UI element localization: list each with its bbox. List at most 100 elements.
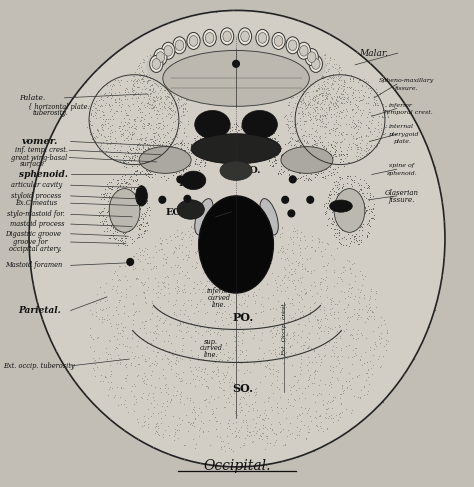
- Point: [161, 65, 169, 73]
- Point: [320, 85, 328, 93]
- Point: [312, 414, 319, 422]
- Point: [117, 139, 124, 147]
- Text: line.: line.: [204, 351, 218, 359]
- Point: [163, 94, 171, 102]
- Point: [293, 136, 301, 144]
- Point: [105, 184, 113, 191]
- Point: [157, 408, 164, 416]
- Point: [210, 127, 218, 134]
- Point: [363, 207, 370, 215]
- Point: [317, 274, 325, 282]
- Point: [110, 195, 118, 203]
- Point: [322, 199, 329, 206]
- Point: [310, 104, 317, 112]
- Point: [333, 183, 340, 190]
- Point: [254, 125, 261, 133]
- Point: [201, 139, 208, 147]
- Point: [123, 178, 130, 186]
- Point: [227, 296, 235, 304]
- Point: [100, 220, 107, 228]
- Point: [143, 99, 151, 107]
- Point: [141, 293, 149, 301]
- Point: [356, 76, 363, 84]
- Point: [288, 295, 296, 303]
- Point: [312, 50, 319, 57]
- Point: [229, 142, 237, 150]
- Circle shape: [282, 196, 289, 203]
- Point: [322, 148, 330, 156]
- Point: [221, 139, 229, 147]
- Point: [218, 247, 225, 255]
- Point: [204, 427, 212, 435]
- Point: [172, 125, 179, 133]
- Point: [217, 437, 225, 445]
- Point: [333, 108, 341, 115]
- Point: [271, 314, 278, 322]
- Point: [329, 101, 337, 109]
- Point: [146, 253, 153, 261]
- Point: [144, 119, 152, 127]
- Point: [370, 315, 378, 323]
- Point: [212, 300, 220, 307]
- Point: [342, 203, 350, 211]
- Point: [116, 223, 124, 231]
- Point: [383, 329, 391, 337]
- Point: [166, 68, 174, 75]
- Point: [308, 379, 316, 387]
- Point: [181, 84, 189, 92]
- Point: [302, 139, 310, 147]
- Point: [199, 141, 207, 149]
- Point: [210, 257, 217, 264]
- Point: [162, 141, 170, 149]
- Point: [360, 75, 368, 83]
- Point: [255, 273, 262, 281]
- Point: [112, 303, 120, 311]
- Point: [308, 322, 316, 330]
- Point: [219, 142, 227, 150]
- Text: Ext. Occip. crest.: Ext. Occip. crest.: [282, 301, 287, 356]
- Point: [151, 274, 159, 282]
- Point: [252, 388, 260, 396]
- Point: [312, 86, 320, 94]
- Point: [153, 94, 161, 102]
- Point: [172, 140, 179, 148]
- Point: [316, 90, 323, 98]
- Point: [111, 345, 118, 353]
- Point: [344, 93, 352, 101]
- Point: [335, 69, 342, 77]
- Point: [322, 312, 329, 319]
- Point: [318, 161, 326, 169]
- Point: [355, 223, 363, 230]
- Point: [292, 257, 300, 265]
- Point: [316, 158, 324, 166]
- Point: [153, 160, 161, 168]
- Point: [151, 136, 159, 144]
- Point: [296, 141, 303, 149]
- Point: [215, 285, 222, 293]
- Point: [130, 80, 137, 88]
- Point: [269, 361, 276, 369]
- Point: [345, 258, 353, 265]
- Point: [191, 406, 198, 413]
- Point: [367, 207, 375, 215]
- Point: [93, 126, 101, 133]
- Point: [354, 331, 361, 338]
- Point: [95, 106, 103, 113]
- Point: [208, 231, 216, 239]
- Point: [283, 90, 291, 97]
- Point: [304, 109, 311, 116]
- Point: [327, 219, 335, 227]
- Point: [328, 111, 335, 118]
- Point: [240, 139, 248, 147]
- Point: [155, 330, 162, 338]
- Point: [286, 129, 294, 137]
- Point: [331, 98, 338, 106]
- Point: [183, 73, 191, 80]
- Point: [287, 108, 295, 116]
- Point: [151, 328, 158, 336]
- Point: [29, 280, 37, 288]
- Point: [294, 17, 302, 24]
- Point: [222, 398, 229, 406]
- Point: [288, 71, 296, 78]
- Point: [225, 226, 232, 234]
